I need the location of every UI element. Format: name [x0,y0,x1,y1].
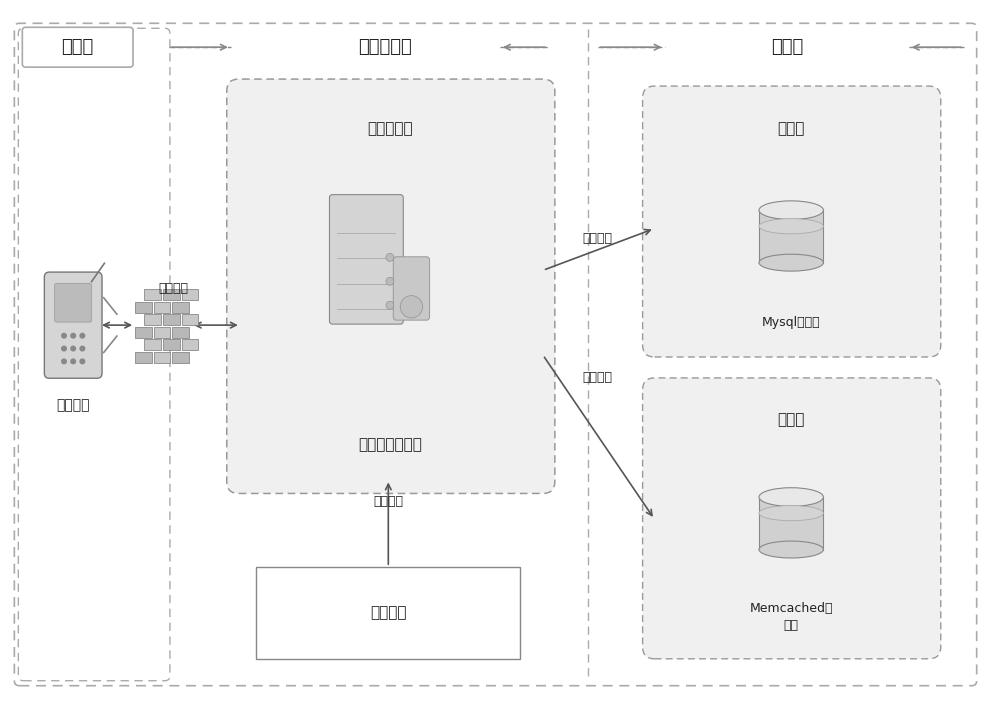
Bar [163,289,180,300]
Ellipse shape [759,219,823,234]
Text: 存取数据: 存取数据 [583,371,613,384]
Bar [182,289,198,300]
Text: 数据处理和算法: 数据处理和算法 [358,437,422,452]
Bar [154,327,170,338]
Circle shape [386,301,394,309]
Circle shape [62,359,66,364]
Bar [135,352,152,363]
Bar [163,315,180,325]
Circle shape [71,334,75,338]
Bar [182,315,198,325]
Ellipse shape [759,488,823,506]
Circle shape [62,346,66,351]
FancyBboxPatch shape [643,378,941,659]
Bar [172,302,189,312]
Ellipse shape [759,541,823,558]
Circle shape [80,334,85,338]
Text: 数据库: 数据库 [778,413,805,427]
Bar [759,497,823,550]
Bar [172,327,189,338]
FancyBboxPatch shape [44,272,102,378]
Bar [182,339,198,350]
Text: 用户区: 用户区 [61,38,93,56]
Circle shape [80,359,85,364]
FancyBboxPatch shape [55,283,92,322]
Circle shape [80,346,85,351]
Text: 数据处理层: 数据处理层 [358,38,412,56]
FancyBboxPatch shape [256,567,520,659]
Bar [163,339,180,350]
FancyBboxPatch shape [329,195,403,324]
Text: 光伏阵列: 光伏阵列 [370,606,407,621]
FancyBboxPatch shape [393,257,430,320]
Ellipse shape [759,201,823,219]
FancyBboxPatch shape [643,86,941,357]
Bar [172,352,189,363]
Bar [135,302,152,312]
Circle shape [386,253,394,261]
Bar [135,327,152,338]
Ellipse shape [759,254,823,271]
Text: 存储区: 存储区 [771,38,803,56]
Bar [154,302,170,312]
FancyBboxPatch shape [227,79,555,493]
Text: 业务服务器: 业务服务器 [367,121,413,136]
FancyBboxPatch shape [22,27,133,67]
Text: 移动终端: 移动终端 [56,398,90,412]
Text: 数据交互: 数据交互 [158,282,188,295]
Circle shape [71,359,75,364]
Text: 数据库: 数据库 [778,121,805,136]
Bar [154,352,170,363]
Bar [759,210,823,263]
Circle shape [400,295,423,318]
Circle shape [62,334,66,338]
Bar [144,289,161,300]
Circle shape [71,346,75,351]
Bar [144,339,161,350]
Text: Memcached数
据库: Memcached数 据库 [749,602,833,632]
Circle shape [386,278,394,285]
Bar [144,315,161,325]
Text: 存取数据: 存取数据 [583,232,613,245]
Text: 数据接入: 数据接入 [373,495,403,508]
Text: Mysql数据库: Mysql数据库 [762,316,821,329]
Ellipse shape [759,506,823,520]
